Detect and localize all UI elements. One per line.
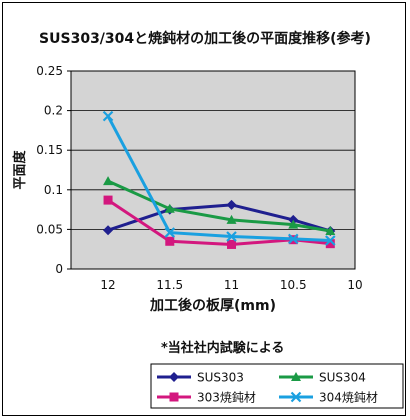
legend-marker	[169, 392, 179, 402]
legend-label: SUS303	[197, 371, 244, 385]
data-point	[103, 195, 113, 205]
data-point	[227, 239, 237, 249]
data-point	[325, 225, 336, 235]
x-tick-labels: 12 11.5 11 10.5 10	[100, 278, 362, 292]
y-tick-label: 0.05	[36, 222, 63, 236]
data-point	[103, 176, 114, 186]
x-tick-label: 11.5	[156, 278, 183, 292]
y-axis-label: 平面度	[12, 150, 28, 190]
legend-box	[150, 363, 404, 409]
data-point	[226, 214, 237, 224]
chart-title: SUS303/304と焼鈍材の加工後の平面度推移(参考)	[39, 30, 371, 47]
footnote: *当社社内試験による	[161, 340, 284, 356]
data-point	[325, 239, 335, 249]
legend-item: 304焼鈍材	[279, 390, 378, 405]
y-tick-label: 0.2	[44, 104, 63, 118]
x-tick-label: 10.5	[280, 278, 307, 292]
data-point	[103, 225, 114, 236]
data-point	[226, 231, 237, 242]
x-tick-label: 11	[224, 278, 239, 292]
series	[103, 176, 336, 235]
x-tick-label: 10	[347, 278, 362, 292]
legend-marker	[290, 391, 302, 403]
legend-item: SUS303	[157, 371, 244, 385]
legend-marker	[169, 372, 179, 382]
legend-label: SUS304	[319, 371, 366, 385]
y-tick-label: 0.1	[44, 183, 63, 197]
legend: SUS303 SUS304 303焼鈍材 304焼鈍材	[157, 371, 378, 405]
data-point	[165, 236, 175, 246]
data-point	[325, 235, 336, 246]
legend-item: 303焼鈍材	[157, 390, 256, 405]
legend-item: SUS304	[279, 371, 366, 385]
legend-marker	[291, 372, 301, 381]
y-tick-label: 0	[55, 262, 63, 276]
x-axis-label: 加工後の板厚(mm)	[149, 297, 276, 314]
legend-label: 303焼鈍材	[197, 390, 256, 405]
data-point	[164, 203, 175, 213]
y-tick-label: 0.15	[36, 143, 63, 157]
series-group	[102, 110, 336, 249]
legend-label: 304焼鈍材	[319, 390, 378, 405]
data-point	[102, 110, 114, 122]
data-point	[288, 219, 299, 229]
x-tick-label: 12	[100, 278, 115, 292]
grid-lines	[71, 110, 355, 230]
data-point	[226, 199, 237, 210]
data-point	[164, 227, 176, 238]
series	[102, 110, 336, 246]
y-tick-labels: 0 0.05 0.1 0.15 0.2 0.25	[36, 64, 71, 276]
y-tick-label: 0.25	[36, 64, 63, 78]
data-point	[287, 233, 299, 245]
